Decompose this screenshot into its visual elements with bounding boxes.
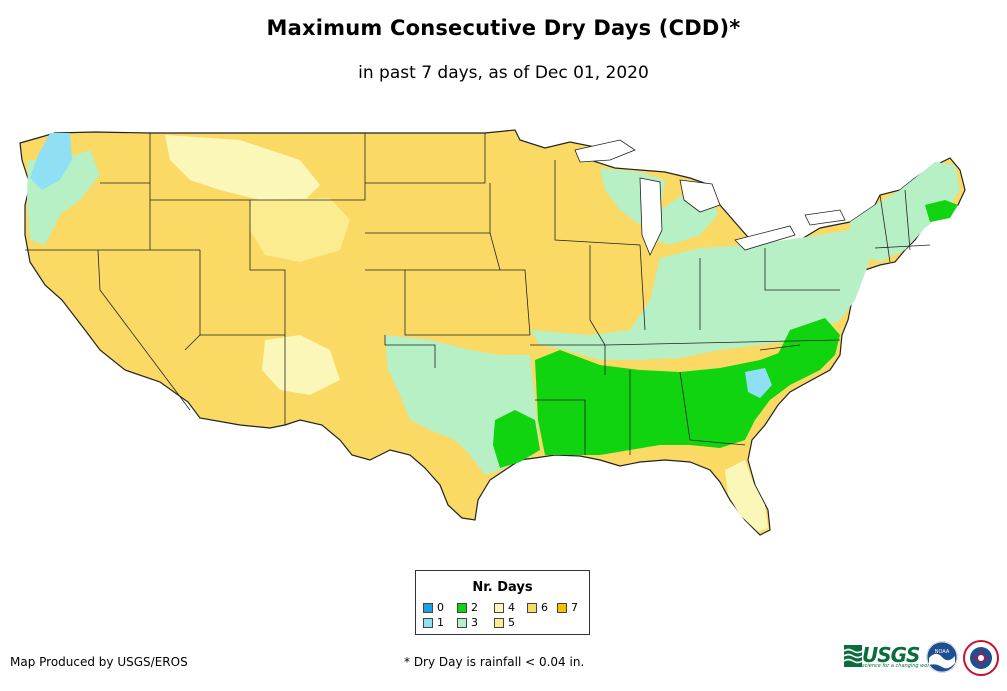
usgs-logo: USGS science for a changing world <box>844 643 934 669</box>
region-florida-4 <box>725 460 768 532</box>
lake-ontario <box>804 209 846 226</box>
noaa-logo-icon: NOAA <box>926 641 958 673</box>
map-producer-credit: Map Produced by USGS/EROS <box>10 655 188 669</box>
lake-michigan <box>639 177 663 256</box>
lake-superior <box>574 139 636 163</box>
legend-swatch-7 <box>557 603 567 613</box>
legend-label-7: 7 <box>571 601 578 614</box>
region-midatlantic-2 <box>775 318 840 372</box>
legend-label-1: 1 <box>437 616 444 629</box>
legend-swatch-4 <box>494 603 504 613</box>
legend-swatch-1 <box>423 618 433 628</box>
dry-day-footnote: * Dry Day is rainfall < 0.04 in. <box>404 655 585 669</box>
legend-swatch-3 <box>457 618 467 628</box>
region-carolinas-1 <box>745 368 772 398</box>
usgs-wave-icon <box>844 645 862 667</box>
legend-label-4: 4 <box>508 601 515 614</box>
cdd-map <box>19 129 966 536</box>
map-title: Maximum Consecutive Dry Days (CDD)* <box>266 16 741 40</box>
usgs-tagline: science for a changing world <box>862 663 934 669</box>
map-legend: Nr. Days 0 1 2 3 4 5 6 7 <box>415 570 590 635</box>
great-lakes <box>574 139 846 256</box>
nws-logo-icon <box>963 640 999 676</box>
lake-huron <box>679 179 721 213</box>
noaa-wordmark: NOAA <box>935 649 950 655</box>
legend-swatch-5 <box>494 618 504 628</box>
legend-label-5: 5 <box>508 616 515 629</box>
legend-label-2: 2 <box>471 601 478 614</box>
lake-erie <box>734 225 796 251</box>
legend-swatch-0 <box>423 603 433 613</box>
legend-label-6: 6 <box>541 601 548 614</box>
region-washington-1 <box>30 133 72 190</box>
legend-swatch-6 <box>527 603 537 613</box>
region-northeast-3 <box>850 162 960 262</box>
legend-label-3: 3 <box>471 616 478 629</box>
region-wyoming-4 <box>250 198 350 262</box>
region-montana-4 <box>165 135 320 205</box>
legend-label-0: 0 <box>437 601 444 614</box>
state-boundaries <box>25 133 931 455</box>
region-new-england-2 <box>925 200 958 222</box>
region-east-texas-2 <box>493 410 540 468</box>
usgs-wordmark: USGS <box>862 643 920 667</box>
region-southeast-2 <box>535 335 835 455</box>
legend-swatch-2 <box>457 603 467 613</box>
legend-title: Nr. Days <box>472 580 533 595</box>
region-new-mexico-4 <box>262 335 340 395</box>
map-subtitle: in past 7 days, as of Dec 01, 2020 <box>358 63 649 83</box>
